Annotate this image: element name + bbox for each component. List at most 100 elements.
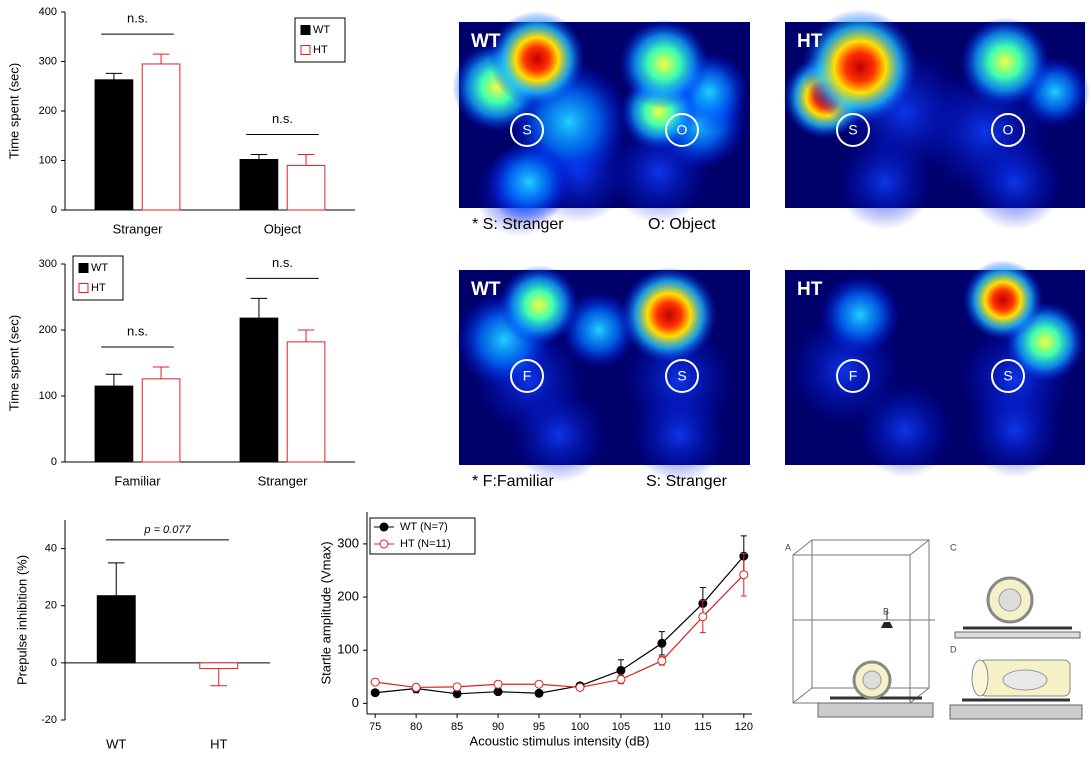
heatmap: WT S O	[452, 11, 750, 237]
error-bar	[105, 373, 123, 387]
zone-circle	[510, 359, 544, 393]
legend-label: HT	[91, 282, 106, 294]
x-tick-label: Object	[264, 221, 302, 236]
box-edge	[909, 539, 930, 556]
significance-label: n.s.	[127, 11, 148, 26]
x-axis-label: Acoustic stimulus intensity (dB)	[470, 733, 650, 748]
bar	[239, 317, 279, 463]
box-front	[792, 554, 911, 704]
marker	[493, 687, 503, 697]
error-bar	[297, 329, 315, 342]
y-axis-label: Startle amplitude (Vmax)	[318, 541, 333, 684]
legend-label: HT	[313, 44, 328, 56]
zone-circle	[510, 113, 544, 147]
zone-circle	[836, 359, 870, 393]
marker	[493, 679, 503, 689]
zone-label: F	[849, 368, 858, 384]
y-tick-label: -20	[41, 714, 57, 726]
x-tick-label: 105	[612, 721, 630, 733]
zone-label: S	[677, 368, 686, 384]
heat-blob	[837, 134, 933, 230]
x-tick-label: 95	[533, 721, 545, 733]
marker	[534, 679, 544, 689]
error-bar	[152, 366, 170, 379]
heat-blob	[631, 387, 727, 483]
marker	[657, 638, 667, 648]
zone-label: O	[1003, 122, 1014, 138]
series-line	[375, 574, 745, 689]
bar	[286, 341, 326, 463]
speaker	[881, 622, 893, 628]
heat-blob	[619, 19, 709, 109]
heatmap-group-label: WT	[471, 31, 501, 52]
x-tick-label: Familiar	[114, 473, 161, 488]
marker	[657, 656, 667, 666]
zone-circle	[991, 113, 1025, 147]
heat-blob	[857, 382, 953, 478]
caption: * F:Familiar	[472, 473, 554, 490]
box-edge	[792, 539, 813, 556]
x-tick-label: 110	[653, 721, 671, 733]
heatmap: HT S O	[783, 9, 1091, 230]
box-edge	[909, 687, 930, 704]
error-bar	[210, 668, 228, 687]
heatmaps: WT S O HT S O WT F S HT F S	[452, 9, 1091, 483]
heat-blob	[621, 267, 717, 363]
zone-label: S	[848, 122, 857, 138]
y-axis-label: Prepulse inhibition (%)	[14, 555, 29, 685]
bar	[94, 385, 134, 463]
apparatus-illustration: A B C D	[785, 539, 1083, 720]
significance-label: n.s.	[272, 255, 293, 270]
marker	[698, 612, 708, 622]
box-edge	[792, 687, 813, 704]
zone-label: S	[522, 122, 531, 138]
series-line	[375, 555, 745, 695]
heat-blob	[820, 275, 900, 355]
heatmap: HT F S	[785, 260, 1085, 478]
zone-circle	[836, 113, 870, 147]
error-bar	[107, 562, 125, 596]
legend-label: HT (N=11)	[400, 538, 451, 550]
y-tick-label: 300	[337, 535, 359, 550]
x-tick-label: 115	[694, 721, 712, 733]
bar	[96, 595, 136, 664]
tube-end	[971, 659, 989, 697]
legend-label: WT	[91, 262, 108, 274]
mouse	[1002, 669, 1048, 691]
y-tick-label: 100	[337, 642, 359, 657]
panel-label: B	[883, 606, 889, 616]
legend-swatch	[78, 263, 89, 273]
heatmap: WT F S	[456, 265, 750, 483]
bar	[199, 662, 239, 670]
x-tick-label: HT	[210, 736, 227, 751]
heat-blob	[560, 291, 638, 369]
platform	[817, 702, 934, 718]
zone-label: O	[677, 122, 688, 138]
bar	[286, 164, 326, 211]
legend-marker	[379, 539, 389, 549]
mouse	[862, 670, 882, 690]
marker	[616, 665, 626, 675]
legend-swatch	[78, 283, 89, 293]
marker	[452, 682, 462, 692]
heatmap-group-label: HT	[797, 31, 823, 52]
legend-label: WT	[313, 24, 330, 36]
legend-marker	[379, 522, 389, 532]
heat-blob	[967, 382, 1063, 478]
zone-circle	[991, 359, 1025, 393]
heat-blob	[489, 11, 585, 107]
error-bar	[297, 154, 315, 166]
y-tick-label: 0	[51, 204, 57, 216]
y-axis-label: Time spent (sec)	[6, 315, 21, 411]
significance-label: n.s.	[127, 323, 148, 338]
marker	[534, 688, 544, 698]
panel-label: C	[950, 542, 957, 552]
x-tick-label: Stranger	[113, 221, 164, 236]
heat-blob	[960, 17, 1050, 107]
heat-blob	[963, 260, 1043, 340]
heat-blob	[967, 134, 1063, 230]
panel-label: A	[785, 542, 791, 552]
y-tick-label: 400	[39, 6, 57, 18]
caption: * S: Stranger	[472, 216, 564, 233]
